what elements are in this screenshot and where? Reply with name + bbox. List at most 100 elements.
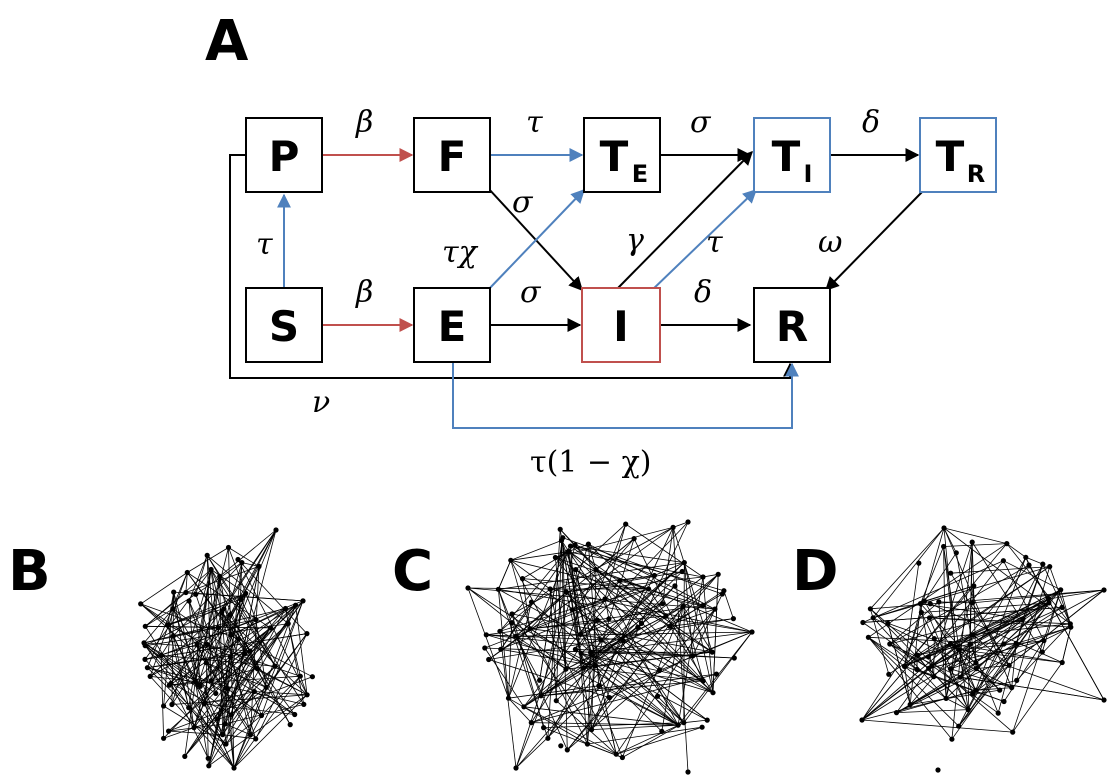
network-edge (222, 562, 243, 735)
network-edge (960, 676, 976, 691)
network-edge (515, 636, 568, 751)
network-edge (185, 572, 188, 593)
panel-label-c: C (392, 539, 433, 604)
network-edge (712, 574, 719, 693)
network-node (638, 620, 645, 627)
network-edge (862, 607, 1063, 623)
network-edge (969, 602, 1050, 645)
network-node (867, 606, 874, 612)
network-edge (958, 640, 1044, 651)
network-edge (862, 560, 1004, 623)
network-node (247, 648, 253, 654)
network-edge (143, 608, 174, 644)
rate-f-to-te: τ (526, 105, 543, 140)
network-edge (591, 569, 597, 730)
rate-s-to-p: τ (256, 227, 273, 262)
network-edge (184, 718, 218, 757)
network-node (710, 690, 716, 696)
network-edge (498, 588, 753, 633)
network-edge (934, 623, 1071, 639)
network-node (860, 619, 866, 626)
network-node (594, 617, 600, 623)
network-edge (222, 734, 256, 740)
network-edge (540, 605, 704, 697)
network-edge (561, 540, 568, 750)
network-edge (555, 540, 562, 701)
network-edge (1012, 662, 1063, 733)
network-node (251, 688, 257, 695)
network-edge (904, 563, 920, 667)
network-edge (250, 566, 260, 735)
network-edge (225, 704, 304, 725)
network-node (1013, 640, 1019, 647)
network-node (956, 723, 962, 729)
network-node (663, 613, 669, 619)
network-edge (467, 587, 509, 699)
network-edge (508, 602, 532, 699)
network-node (573, 567, 579, 573)
network-edge (540, 626, 639, 697)
network-node (227, 654, 233, 660)
network-node (916, 560, 922, 566)
network-node (231, 765, 237, 771)
network-node (254, 666, 260, 672)
network-node (263, 684, 269, 691)
network-node (1046, 596, 1052, 602)
network-edge (510, 540, 562, 561)
network-node (213, 690, 219, 697)
network-node (952, 644, 958, 650)
network-node (941, 543, 947, 550)
network-node (699, 724, 705, 730)
network-node (936, 599, 942, 605)
network-node (901, 663, 908, 670)
network-node (656, 667, 663, 674)
network-edge (219, 529, 277, 577)
network-edge (861, 618, 1024, 721)
network-node (572, 646, 579, 652)
compartment-tr-label: T (936, 132, 965, 181)
network-edge (486, 605, 703, 636)
network-edge (910, 668, 977, 705)
network-node (970, 632, 976, 638)
network-edge (943, 527, 1007, 544)
compartment-f: F (413, 117, 491, 193)
network-node (1067, 621, 1073, 627)
network-node (965, 707, 971, 713)
network-edge (197, 608, 286, 685)
network-edge (583, 667, 704, 682)
network-edge (943, 527, 956, 647)
network-edge (917, 643, 971, 656)
network-node (227, 612, 233, 618)
network-node (1046, 600, 1052, 606)
compartment-p: P (245, 117, 323, 193)
network-edge (950, 566, 1050, 574)
network-edge (683, 631, 753, 723)
network-edge (143, 642, 205, 705)
network-edge (249, 608, 286, 652)
network-edge (210, 569, 276, 667)
network-node (169, 701, 175, 708)
network-edge (958, 649, 977, 691)
network-node (1058, 587, 1064, 593)
network-edge (255, 633, 308, 740)
network-edge (523, 605, 684, 708)
network-nodes (138, 527, 315, 771)
network-edge (702, 593, 723, 606)
network-node (220, 732, 226, 738)
network-node (228, 632, 234, 638)
network-node (482, 645, 488, 651)
network-node (617, 578, 623, 584)
network-edge (861, 719, 1013, 733)
network-edge (498, 588, 581, 635)
network-node (588, 649, 594, 656)
network-node (247, 732, 254, 738)
network-edge (950, 626, 1071, 670)
network-edge (188, 569, 212, 708)
network-node (519, 576, 526, 582)
network-node (171, 589, 177, 595)
network-edge (958, 643, 1017, 727)
network-edge (547, 665, 596, 739)
network-edge (943, 543, 1007, 547)
network-edge (595, 569, 679, 726)
network-node (497, 628, 503, 634)
